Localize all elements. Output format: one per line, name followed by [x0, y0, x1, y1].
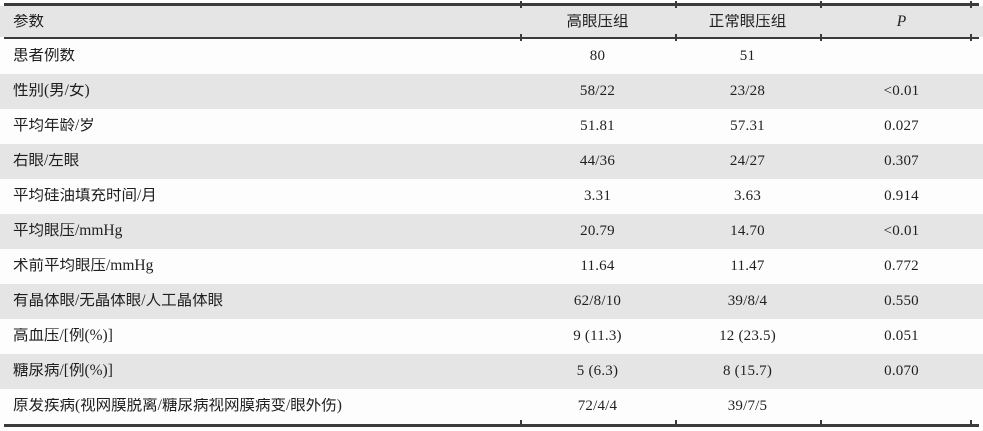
table-header-rule [4, 37, 979, 39]
param-cell: 右眼/左眼 [13, 153, 80, 169]
column-header-high-iop-group: 高眼压组 [566, 13, 629, 30]
table-row-mean-age: 平均年龄/岁 51.81 57.31 0.027 [0, 109, 983, 144]
table-row-preop-mean-iop: 术前平均眼压/mmHg 11.64 11.47 0.772 [0, 249, 983, 284]
p-value-cell: 0.914 [884, 188, 919, 204]
param-cell: 原发疾病(视网膜脱离/糖尿病视网膜病变/眼外伤) [13, 398, 342, 414]
table-row-mean-iop: 平均眼压/mmHg 20.79 14.70 <0.01 [0, 213, 983, 249]
column-tick [675, 1, 677, 8]
param-cell: 性别(男/女) [13, 83, 90, 99]
normal-group-cell: 23/28 [729, 83, 766, 99]
p-value-cell: 0.550 [884, 293, 919, 309]
p-value-cell: <0.01 [883, 223, 920, 239]
table-bottom-rule [4, 423, 979, 427]
param-cell: 高血压/[例(%)] [13, 328, 113, 344]
normal-group-cell: 3.63 [733, 188, 762, 204]
high-group-cell: 44/36 [579, 153, 616, 169]
p-value-cell: 0.027 [884, 118, 919, 134]
normal-group-cell: 14.70 [730, 223, 765, 239]
p-value-cell: 0.307 [884, 153, 919, 169]
column-tick [970, 34, 972, 41]
column-header-parameter: 参数 [13, 13, 45, 30]
normal-group-cell: 51 [739, 48, 756, 64]
normal-group-cell: 39/7/5 [727, 398, 768, 414]
column-header-p-value: P [896, 13, 907, 30]
high-group-cell: 51.81 [580, 118, 615, 134]
normal-group-cell: 57.31 [730, 118, 765, 134]
high-group-cell: 62/8/10 [573, 293, 622, 309]
p-value-cell: 0.070 [884, 363, 919, 379]
normal-group-cell: 12 (23.5) [719, 328, 776, 344]
high-group-cell: 20.79 [580, 223, 615, 239]
column-tick [675, 420, 677, 427]
normal-group-cell: 39/8/4 [727, 293, 768, 309]
high-group-cell: 9 (11.3) [573, 328, 622, 344]
table-row-silicone-oil-time: 平均硅油填充时间/月 3.31 3.63 0.914 [0, 179, 983, 214]
normal-group-cell: 24/27 [729, 153, 766, 169]
normal-group-cell: 11.47 [730, 258, 765, 274]
column-tick [520, 1, 522, 8]
param-cell: 平均硅油填充时间/月 [13, 188, 157, 204]
high-group-cell: 3.31 [583, 188, 612, 204]
high-group-cell: 80 [589, 48, 606, 64]
param-cell: 术前平均眼压/mmHg [13, 258, 154, 274]
param-cell: 平均眼压/mmHg [13, 223, 123, 239]
table-row-lens-status: 有晶体眼/无晶体眼/人工晶体眼 62/8/10 39/8/4 0.550 [0, 283, 983, 319]
high-group-cell: 5 (6.3) [576, 363, 619, 379]
normal-group-cell: 8 (15.7) [722, 363, 773, 379]
p-value-cell: 0.051 [884, 328, 919, 344]
column-tick [820, 1, 822, 8]
high-group-cell: 11.64 [580, 258, 615, 274]
column-tick [675, 34, 677, 41]
table-row-hypertension: 高血压/[例(%)] 9 (11.3) 12 (23.5) 0.051 [0, 319, 983, 354]
column-header-normal-iop-group: 正常眼压组 [708, 13, 787, 30]
param-cell: 平均年龄/岁 [13, 118, 95, 134]
table-row-primary-disease: 原发疾病(视网膜脱离/糖尿病视网膜病变/眼外伤) 72/4/4 39/7/5 [0, 389, 983, 424]
param-cell: 糖尿病/[例(%)] [13, 363, 113, 379]
high-group-cell: 72/4/4 [577, 398, 618, 414]
p-value-cell: 0.772 [884, 258, 919, 274]
param-cell: 有晶体眼/无晶体眼/人工晶体眼 [13, 293, 224, 309]
column-tick [820, 34, 822, 41]
table-row-sex: 性别(男/女) 58/22 23/28 <0.01 [0, 73, 983, 109]
column-tick [820, 420, 822, 427]
column-tick [520, 420, 522, 427]
table-row-patient-count: 患者例数 80 51 [0, 39, 983, 74]
p-value-cell: <0.01 [883, 83, 920, 99]
table-header-row: 参数 高眼压组 正常眼压组 P [0, 6, 983, 37]
table-row-diabetes: 糖尿病/[例(%)] 5 (6.3) 8 (15.7) 0.070 [0, 353, 983, 389]
high-group-cell: 58/22 [579, 83, 616, 99]
column-tick [970, 420, 972, 427]
column-tick [520, 34, 522, 41]
table-top-rule [4, 3, 979, 6]
param-cell: 患者例数 [13, 48, 76, 64]
table-row-right-left-eye: 右眼/左眼 44/36 24/27 0.307 [0, 143, 983, 179]
column-tick [970, 1, 972, 8]
